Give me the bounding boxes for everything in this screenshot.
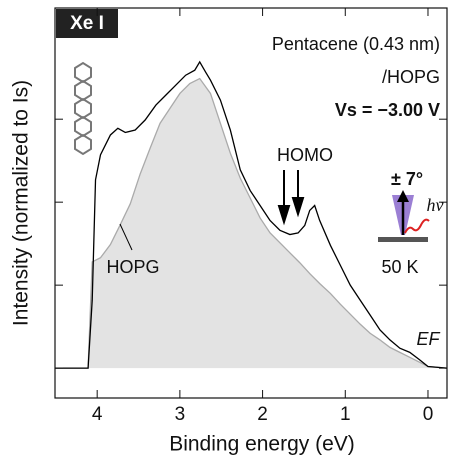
x-tick-label: 4 bbox=[92, 404, 103, 425]
y-axis-label: Intensity (normalized to Is) bbox=[10, 80, 33, 326]
line bbox=[55, 77, 448, 369]
x-tick-label: 3 bbox=[175, 404, 186, 425]
x-tick-label: 0 bbox=[423, 404, 434, 425]
hopg-label: HOPG bbox=[106, 257, 159, 277]
axes-frame bbox=[54, 7, 448, 399]
fermi-label: EF bbox=[416, 329, 440, 349]
x-axis-label: Binding energy (eV) bbox=[169, 433, 355, 456]
x-tick-label: 1 bbox=[340, 404, 351, 425]
homo-label: HOMO bbox=[277, 145, 333, 165]
sample-label: Pentacene (0.43 nm) bbox=[272, 34, 440, 54]
source-label: Xe I bbox=[70, 13, 104, 34]
molecule-icon bbox=[74, 61, 92, 156]
x-tick-label: 2 bbox=[257, 404, 268, 425]
emission-arrowhead bbox=[397, 190, 409, 202]
photon-label: hν bbox=[427, 195, 444, 215]
angle-label: ± 7° bbox=[391, 169, 423, 189]
line bbox=[55, 60, 448, 369]
sample-stage bbox=[378, 237, 428, 242]
area bbox=[55, 78, 447, 369]
temperature-label: 50 K bbox=[381, 257, 418, 277]
hopg-pointer bbox=[119, 223, 133, 251]
substrate-label: /HOPG bbox=[382, 67, 440, 87]
photon-wave bbox=[404, 218, 430, 234]
badge bbox=[56, 9, 118, 38]
bias-label: Vs = −3.00 V bbox=[335, 100, 440, 120]
plot-area bbox=[55, 60, 448, 369]
homo-arrows bbox=[277, 170, 305, 226]
